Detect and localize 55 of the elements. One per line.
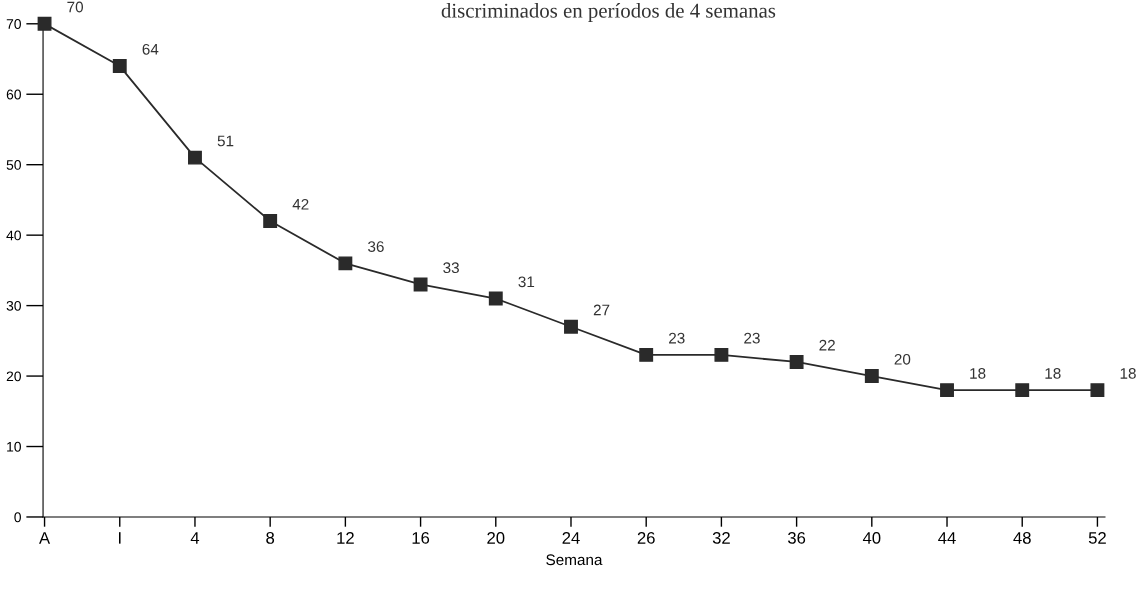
data-label: 31	[518, 276, 535, 288]
point	[940, 383, 954, 398]
x-tick-label: A	[39, 532, 51, 544]
data-label: 27	[593, 304, 610, 316]
x-tick-label: 32	[712, 532, 730, 544]
point	[864, 369, 879, 384]
x-tick-label: 4	[190, 532, 200, 544]
point	[338, 256, 353, 271]
data-label: 22	[819, 339, 835, 351]
data-label: 42	[292, 198, 309, 210]
y-tick-label: 40	[6, 230, 21, 241]
x-axis-title: Semana	[546, 554, 603, 566]
x-tick-label: 48	[1013, 532, 1031, 544]
point	[714, 347, 729, 362]
data-label: 20	[894, 353, 911, 365]
x-tick-label: 8	[266, 532, 275, 544]
data-label: 23	[744, 332, 760, 344]
x-tick-label: 26	[637, 532, 655, 544]
x-tick-label: 36	[787, 532, 806, 544]
x-tick-label: 20	[487, 532, 505, 544]
x-tick-label: 16	[412, 532, 430, 544]
x-tick-label: 24	[562, 532, 580, 544]
data-label: 64	[142, 43, 159, 55]
data-label: 51	[217, 135, 234, 147]
x-tick-label: I	[118, 532, 121, 544]
point	[639, 347, 654, 362]
point	[789, 355, 804, 369]
point	[564, 319, 578, 334]
point	[263, 214, 278, 229]
point	[1015, 383, 1030, 398]
data-label: 36	[368, 241, 384, 252]
data-label: 18	[1045, 367, 1061, 379]
point	[37, 16, 52, 31]
y-tick-label: 10	[7, 441, 21, 452]
y-tick-label: 50	[6, 160, 21, 170]
x-tick-label: 12	[337, 532, 354, 544]
x-tick-label: 40	[862, 532, 881, 544]
point	[1090, 383, 1105, 398]
x-tick-label: 44	[938, 532, 956, 544]
point	[413, 277, 428, 292]
point	[488, 291, 503, 306]
y-tick-label: 30	[6, 300, 21, 311]
x-tick-label: 52	[1088, 532, 1106, 544]
y-tick-label: 0	[14, 512, 21, 523]
data-label: 33	[443, 262, 459, 274]
data-label: 70	[67, 1, 84, 13]
data-label: 23	[669, 332, 685, 344]
y-tick-label: 70	[6, 19, 21, 29]
chart-title: discriminados en períodos de 4 semanas	[441, 3, 776, 22]
y-tick-label: 20	[6, 371, 21, 382]
data-label: 18	[970, 367, 986, 379]
y-tick-label: 60	[6, 89, 21, 100]
point	[188, 150, 202, 165]
data-label: 18	[1120, 367, 1136, 379]
point	[112, 59, 127, 74]
